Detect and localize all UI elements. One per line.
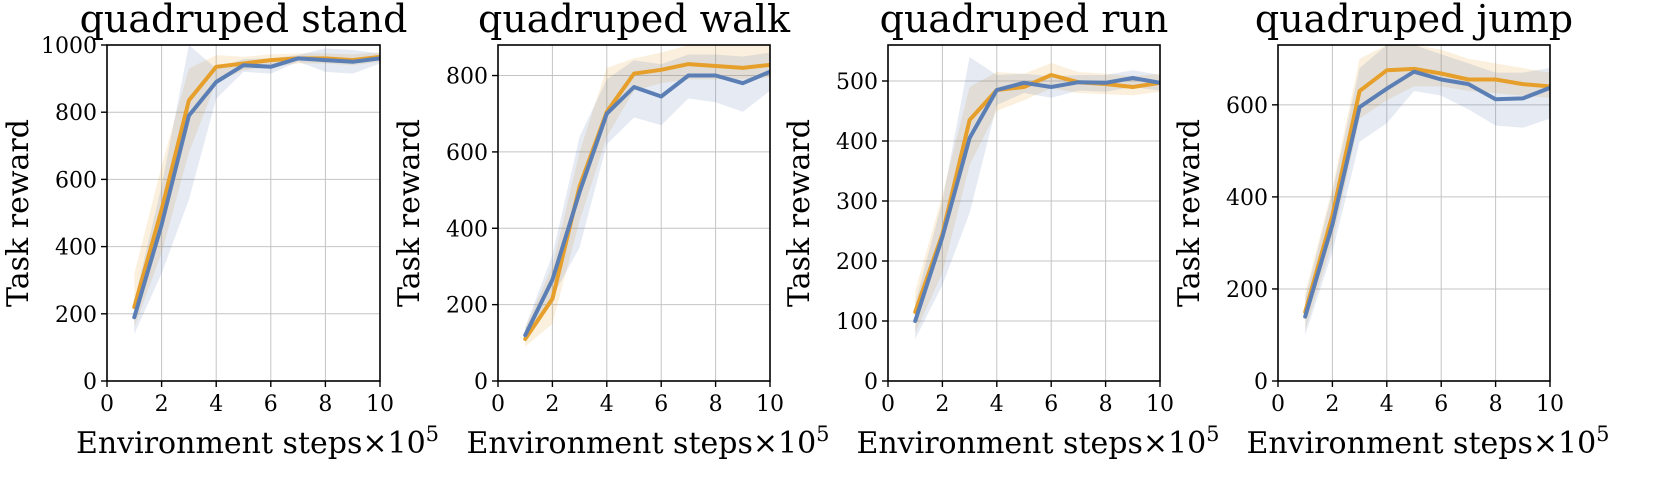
x-tick-label: 2 [1325,392,1339,417]
plot-frame [887,44,1161,382]
x-axis-exponent: 5 [816,422,829,446]
x-tick-label: 8 [318,392,332,417]
chart-title: quadruped run [880,0,1169,41]
chart-panel-2: 0 2 4 6 8 10 0 200 400 600 800 quadruped walk Task r… [392,0,830,461]
confidence-band-blue [134,45,380,334]
x-tick-label: 2 [935,392,949,417]
x-tick-label: 10 [1536,392,1564,417]
y-axis-label: Task reward [392,119,427,307]
x-tick-label: 10 [366,392,394,417]
x-tick-label: 0 [491,392,505,417]
x-axis-label: Environment steps×105 [1246,422,1609,461]
plot-frame [497,44,771,382]
x-axis-label: Environment steps×105 [76,422,439,461]
x-tick-label: 4 [600,392,614,417]
plot-frame [1277,44,1551,382]
x-tick-label: 0 [1271,392,1285,417]
x-tick-label: 4 [209,392,223,417]
grid-lines [106,44,381,382]
y-tick-label: 400 [1226,186,1268,211]
series-line-blue [132,56,380,320]
confidence-band-orange [1305,45,1550,331]
chart-panel-4: 0 2 4 6 8 10 0 200 400 600 quadruped jump Task rewa… [1172,0,1610,461]
y-tick-label: 600 [55,168,97,193]
x-axis-label-text: Environment steps [1246,426,1532,461]
y-tick-label: 600 [1226,94,1268,119]
series-line-blue [913,76,1160,323]
x-tick-label: 8 [709,392,723,417]
x-tick-label: 4 [990,392,1004,417]
x-tick-label: 6 [1044,392,1058,417]
y-tick-label: 1000 [41,34,97,59]
x-axis-label-text: Environment steps [466,426,752,461]
y-tick-label: 800 [446,65,488,90]
confidence-band-blue [1305,45,1550,335]
x-tick-label: 2 [545,392,559,417]
chart-title: quadruped jump [1255,0,1573,41]
y-axis-label: Task reward [1,119,36,307]
x-axis-exponent: 5 [1596,422,1609,446]
series-line-orange [1303,66,1550,314]
y-tick-label: 300 [836,190,878,215]
y-tick-label: 600 [446,141,488,166]
y-tick-label: 200 [836,250,878,275]
x-axis-label: Environment steps×105 [856,422,1219,461]
y-axis-label: Task reward [782,119,817,307]
y-tick-label: 400 [836,130,878,155]
y-tick-label: 800 [55,101,97,126]
y-tick-label: 0 [474,370,488,395]
confidence-band-blue [525,52,770,343]
x-tick-label: 2 [155,392,169,417]
x-axis-multiplier: ×10 [753,426,816,461]
chart-title: quadruped walk [478,0,791,41]
y-tick-label: 200 [55,303,97,328]
x-axis-label: Environment steps×105 [466,422,829,461]
confidence-band-orange [915,63,1160,333]
y-tick-label: 0 [83,370,97,395]
x-tick-label: 10 [1146,392,1174,417]
series-line-blue [1303,69,1550,319]
x-tick-label: 8 [1099,392,1113,417]
series-line-blue [523,69,770,338]
y-tick-label: 400 [55,236,97,261]
x-tick-label: 6 [654,392,668,417]
y-tick-label: 0 [864,370,878,395]
x-axis-label-text: Environment steps [856,426,1142,461]
x-tick-label: 6 [264,392,278,417]
y-tick-label: 0 [1254,370,1268,395]
y-axis-label: Task reward [1172,119,1207,307]
x-tick-label: 0 [100,392,114,417]
x-axis-multiplier: ×10 [1533,426,1596,461]
x-axis-label-text: Environment steps [76,426,362,461]
confidence-band-orange [134,52,380,328]
plot-area [523,45,770,347]
plot-frame [106,44,381,382]
x-tick-label: 0 [881,392,895,417]
plot-area [913,57,1160,339]
plot-area [132,45,380,334]
y-tick-label: 100 [836,310,878,335]
series-line-orange [913,73,1160,314]
x-axis-multiplier: ×10 [362,426,425,461]
x-axis-exponent: 5 [426,422,439,446]
y-tick-label: 200 [446,294,488,319]
x-tick-label: 4 [1380,392,1394,417]
x-tick-label: 10 [756,392,784,417]
y-tick-label: 200 [1226,278,1268,303]
x-axis-exponent: 5 [1206,422,1219,446]
chart-title: quadruped stand [80,0,408,41]
y-tick-label: 500 [836,70,878,95]
x-tick-label: 8 [1489,392,1503,417]
confidence-band-orange [525,45,770,347]
plot-area [1303,45,1550,335]
y-tick-label: 400 [446,217,488,242]
x-tick-label: 6 [1434,392,1448,417]
x-axis-multiplier: ×10 [1143,426,1206,461]
